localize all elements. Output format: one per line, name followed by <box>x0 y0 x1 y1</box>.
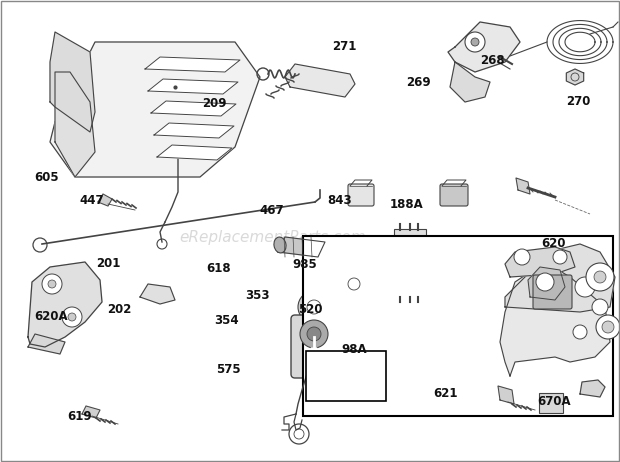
Polygon shape <box>28 262 102 347</box>
Polygon shape <box>148 79 238 94</box>
Bar <box>306 351 386 401</box>
Text: 447: 447 <box>79 195 104 207</box>
Polygon shape <box>505 247 575 277</box>
Polygon shape <box>500 262 610 376</box>
Text: 620A: 620A <box>34 310 68 323</box>
Text: 271: 271 <box>332 40 356 53</box>
Circle shape <box>514 249 530 265</box>
Polygon shape <box>311 348 317 354</box>
Bar <box>303 236 613 416</box>
Circle shape <box>42 274 62 294</box>
Text: 354: 354 <box>214 314 239 327</box>
Circle shape <box>68 313 76 321</box>
Polygon shape <box>498 386 514 404</box>
Text: 269: 269 <box>406 76 431 89</box>
Circle shape <box>592 299 608 315</box>
Text: 620: 620 <box>541 237 565 250</box>
Circle shape <box>465 32 485 52</box>
Circle shape <box>471 38 479 46</box>
Text: 575: 575 <box>216 363 241 376</box>
Polygon shape <box>157 145 232 160</box>
Text: 201: 201 <box>96 257 121 270</box>
FancyBboxPatch shape <box>394 276 424 298</box>
Circle shape <box>573 325 587 339</box>
Circle shape <box>602 321 614 333</box>
Circle shape <box>307 300 321 314</box>
FancyBboxPatch shape <box>440 184 468 206</box>
Polygon shape <box>50 42 260 177</box>
Text: 268: 268 <box>480 54 505 67</box>
Polygon shape <box>28 334 65 354</box>
Text: 98A: 98A <box>342 343 368 356</box>
Polygon shape <box>450 62 490 102</box>
FancyBboxPatch shape <box>533 275 572 309</box>
Polygon shape <box>278 237 325 257</box>
Circle shape <box>536 273 554 291</box>
Text: 188A: 188A <box>389 198 423 211</box>
Polygon shape <box>580 380 605 397</box>
Text: 209: 209 <box>202 97 226 110</box>
Polygon shape <box>50 32 95 132</box>
Polygon shape <box>566 69 583 85</box>
Text: 985: 985 <box>293 258 317 271</box>
Text: 670A: 670A <box>537 395 570 407</box>
Text: 621: 621 <box>433 387 458 400</box>
Circle shape <box>596 315 620 339</box>
Polygon shape <box>55 72 95 177</box>
Polygon shape <box>151 101 236 116</box>
Text: eReplacementParts.com: eReplacementParts.com <box>179 231 366 245</box>
Circle shape <box>594 271 606 283</box>
Polygon shape <box>145 57 240 72</box>
Circle shape <box>341 271 367 297</box>
Circle shape <box>348 278 360 290</box>
Text: 605: 605 <box>34 171 59 184</box>
Text: 270: 270 <box>565 95 590 108</box>
Circle shape <box>553 250 567 264</box>
Circle shape <box>62 307 82 327</box>
FancyBboxPatch shape <box>539 393 563 413</box>
FancyBboxPatch shape <box>348 184 374 206</box>
Polygon shape <box>154 123 234 138</box>
Polygon shape <box>98 194 112 206</box>
Circle shape <box>575 277 595 297</box>
Text: 619: 619 <box>67 410 92 423</box>
Polygon shape <box>505 244 615 312</box>
Circle shape <box>298 291 330 323</box>
Text: 843: 843 <box>327 195 352 207</box>
Circle shape <box>300 320 328 348</box>
Polygon shape <box>285 64 355 97</box>
Text: 353: 353 <box>245 289 270 302</box>
Text: 618: 618 <box>206 262 231 275</box>
Polygon shape <box>528 267 565 300</box>
Text: 467: 467 <box>259 204 284 217</box>
Polygon shape <box>516 178 530 194</box>
Circle shape <box>586 263 614 291</box>
Circle shape <box>48 280 56 288</box>
Polygon shape <box>82 406 100 418</box>
Text: 202: 202 <box>107 303 131 316</box>
Ellipse shape <box>274 237 286 253</box>
Text: 520: 520 <box>298 303 322 316</box>
Polygon shape <box>140 284 175 304</box>
Circle shape <box>307 327 321 341</box>
FancyBboxPatch shape <box>291 315 337 378</box>
Polygon shape <box>448 22 520 72</box>
FancyBboxPatch shape <box>394 229 426 253</box>
